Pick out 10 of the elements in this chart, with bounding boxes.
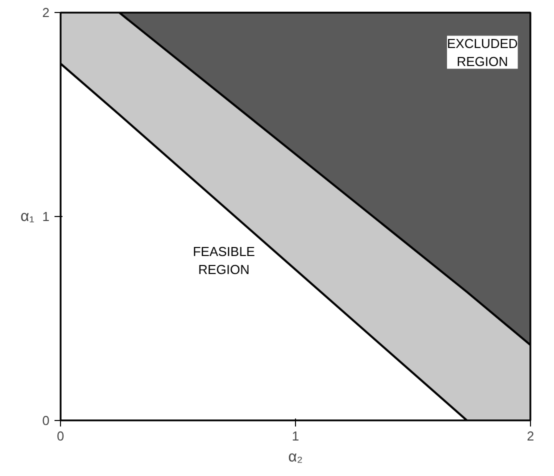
y-axis-title: α₁ — [20, 208, 34, 225]
y-tick-label: 2 — [42, 5, 50, 20]
x-axis-title: α₂ — [288, 448, 303, 466]
x-tick-label: 1 — [292, 428, 300, 444]
x-tick-label: 2 — [526, 428, 534, 444]
annotation: FEASIBLE REGION — [192, 244, 256, 277]
annotation: EXCLUDED REGION — [447, 36, 518, 69]
y-tick-label: 1 — [42, 209, 50, 224]
x-tick-label: 0 — [56, 428, 64, 444]
y-tick-label: 0 — [42, 413, 50, 428]
